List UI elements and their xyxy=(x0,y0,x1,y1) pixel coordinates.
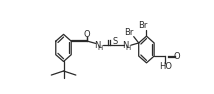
Text: HO: HO xyxy=(159,61,172,70)
Text: Br: Br xyxy=(138,21,147,30)
Text: N: N xyxy=(122,41,129,50)
Text: S: S xyxy=(113,37,118,46)
Text: N: N xyxy=(94,41,100,50)
Text: H: H xyxy=(98,45,103,51)
Text: Br: Br xyxy=(125,28,134,37)
Text: O: O xyxy=(174,52,180,61)
Text: H: H xyxy=(126,45,131,51)
Text: O: O xyxy=(84,30,91,39)
